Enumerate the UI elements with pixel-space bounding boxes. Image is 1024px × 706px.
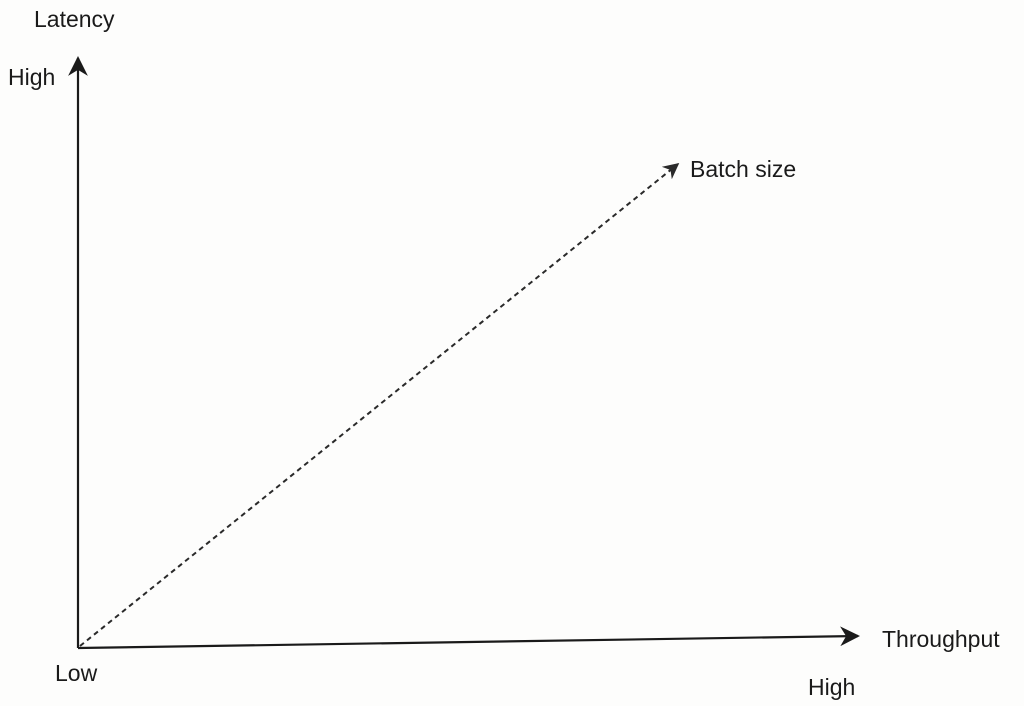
x-axis-line: [77, 626, 860, 650]
y-axis-title: Latency: [34, 6, 115, 32]
batch-size-label: Batch size: [690, 156, 797, 182]
x-axis-title: Throughput: [882, 626, 1000, 652]
y-axis-high-label: High: [8, 64, 56, 90]
batch-size-trend-arrow: [79, 162, 680, 647]
origin-low-label: Low: [55, 660, 98, 686]
x-axis-high-label: High: [808, 674, 856, 700]
